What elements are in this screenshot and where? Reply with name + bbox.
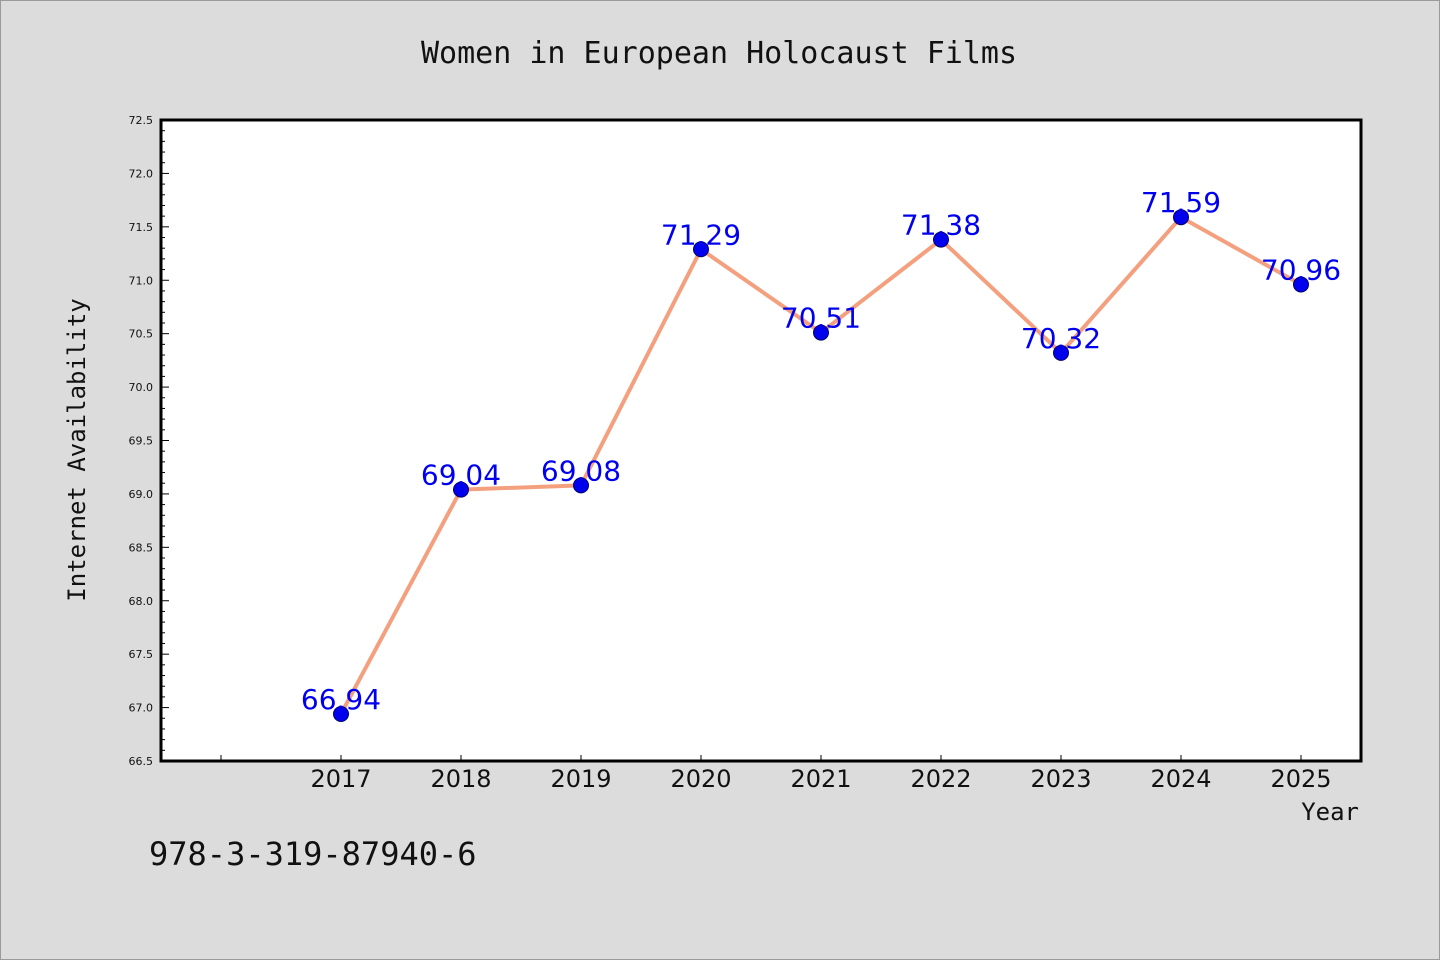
x-tick-label: 2025 <box>1270 765 1331 793</box>
x-tick-label: 2017 <box>310 765 371 793</box>
data-labels: 66.94 69.04 69.08 71.29 70.51 71.38 70.32 71.59… <box>301 186 1341 716</box>
data-label: 70.51 <box>781 302 861 335</box>
y-tick-label: 70.5 <box>129 328 154 341</box>
y-tick-label: 67.0 <box>129 702 154 715</box>
series-layer <box>333 209 1309 722</box>
y-tick-label: 71.0 <box>129 274 154 287</box>
y-tick-label: 70.0 <box>129 381 154 394</box>
x-tick-label: 2021 <box>790 765 851 793</box>
x-tick-label: 2024 <box>1150 765 1211 793</box>
data-label: 71.59 <box>1141 186 1221 219</box>
y-tick-label: 69.0 <box>129 488 154 501</box>
data-point <box>933 231 949 248</box>
data-point <box>813 324 829 341</box>
x-tick-label: 2022 <box>910 765 971 793</box>
chart-title: Women in European Holocaust Films <box>421 36 1017 71</box>
x-axis-label: Year <box>1301 798 1359 826</box>
data-point <box>1293 276 1309 293</box>
y-tick-label: 67.5 <box>129 648 154 661</box>
x-tick-label: 2020 <box>670 765 731 793</box>
y-tick-label: 66.5 <box>129 755 154 768</box>
x-tick-label: 2019 <box>550 765 611 793</box>
y-tick-label: 72.5 <box>129 114 154 127</box>
y-tick-label: 68.5 <box>129 541 154 554</box>
data-point <box>333 705 349 722</box>
data-label: 70.32 <box>1021 322 1101 355</box>
x-tick-label: 2023 <box>1030 765 1091 793</box>
data-label: 69.08 <box>541 454 621 487</box>
x-tick-label: 2018 <box>430 765 491 793</box>
data-label: 71.38 <box>901 209 981 242</box>
x-axis-ticks: 2017 2018 2019 2020 2021 2022 2023 2024 2025 <box>220 755 1332 793</box>
data-point <box>453 481 469 498</box>
data-label: 71.29 <box>661 218 741 251</box>
data-point <box>1173 209 1189 226</box>
data-point <box>693 241 709 258</box>
plot-area <box>159 118 1363 763</box>
data-label: 66.94 <box>301 683 381 716</box>
data-label: 70.96 <box>1261 254 1341 287</box>
y-tick-label: 72.0 <box>129 167 154 180</box>
y-axis-ticks: 66.5 67.0 67.5 68.0 68.5 69.0 69.5 70.0 70.5 71.0… <box>129 114 169 768</box>
y-tick-label: 68.0 <box>129 595 154 608</box>
isbn-footnote: 978-3-319-87940-6 <box>149 835 477 873</box>
y-axis-label: Internet Availability <box>63 298 91 601</box>
data-point <box>573 477 589 494</box>
data-label: 69.04 <box>421 459 501 492</box>
data-point <box>1053 344 1069 361</box>
y-tick-label: 69.5 <box>129 435 154 448</box>
y-tick-label: 71.5 <box>129 221 154 234</box>
